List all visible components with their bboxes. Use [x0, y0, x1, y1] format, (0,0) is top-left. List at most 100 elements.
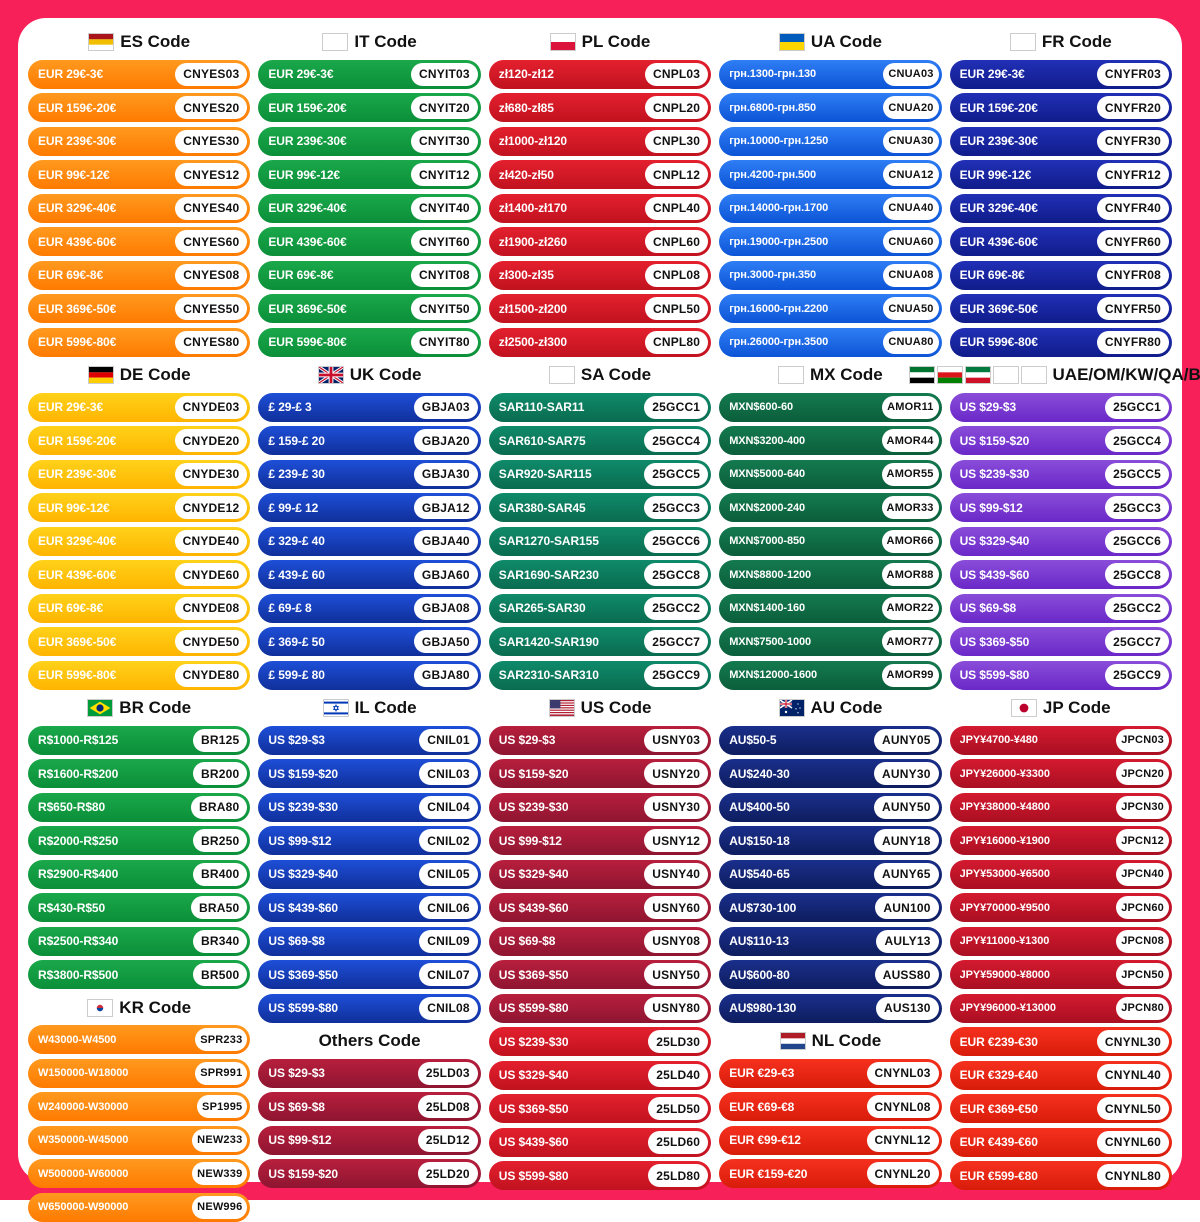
threshold-text: JPY¥53000-¥6500 — [960, 868, 1117, 880]
ua-flag-icon — [779, 33, 805, 51]
promo-code: CNUA03 — [883, 63, 938, 86]
threshold-text: £ 99-£ 12 — [268, 501, 414, 515]
threshold-text: US $239-$30 — [268, 800, 419, 814]
promo-code: CNYES20 — [175, 96, 247, 119]
section-title-text: UAE/OM/KW/QA/BH — [1053, 365, 1200, 385]
promo-code: CNYES30 — [175, 130, 247, 153]
promo-code-row: R$650-R$80BRA80 — [28, 793, 250, 822]
promo-code: 25GCC9 — [1105, 664, 1169, 687]
threshold-text: US $99-$12 — [499, 834, 645, 848]
promo-code: CNPL30 — [645, 130, 708, 153]
promo-code-row: R$2900-R$400BR400 — [28, 860, 250, 889]
flag-group — [87, 999, 113, 1017]
promo-code: JPCN30 — [1116, 796, 1169, 819]
om-flag-icon — [937, 366, 963, 384]
promo-code: USNY03 — [644, 729, 708, 752]
threshold-text: JPY¥16000-¥1900 — [960, 835, 1117, 847]
threshold-text: AU$540-65 — [729, 867, 874, 881]
promo-code-row: US $239-$30CNIL04 — [258, 793, 480, 822]
promo-code-row: R$1000-R$125BR125 — [28, 726, 250, 755]
promo-code-row: JPY¥96000-¥13000JPCN80 — [950, 994, 1172, 1023]
promo-code-row: EUR €239-€30CNYNL30 — [950, 1027, 1172, 1056]
promo-code: GBJA50 — [414, 630, 478, 653]
promo-code: 25GCC4 — [644, 429, 708, 452]
promo-code-row: £ 599-£ 80GBJA80 — [258, 661, 480, 690]
kw-flag-icon — [965, 366, 991, 384]
promo-code: 25LD60 — [648, 1131, 708, 1154]
promo-code: CNPL60 — [645, 230, 708, 253]
promo-code: CNYDE20 — [175, 429, 248, 452]
promo-code: CNYNL12 — [867, 1129, 939, 1152]
section-title-text: Others Code — [319, 1031, 421, 1051]
promo-code: USNY50 — [644, 963, 708, 986]
threshold-text: MXN$8800-1200 — [729, 569, 881, 581]
threshold-text: EUR €329-€40 — [960, 1068, 1097, 1082]
promo-code-row: AU$730-100AUN100 — [719, 893, 941, 922]
section-title: IT Code — [258, 32, 480, 52]
promo-code-row: EUR 439€-60€CNYFR60 — [950, 227, 1172, 256]
promo-code-row: EUR 329€-40€CNYIT40 — [258, 194, 480, 223]
threshold-text: грн.10000-грн.1250 — [729, 135, 883, 147]
promo-code: AMOR44 — [882, 429, 939, 452]
promo-code: GBJA20 — [414, 429, 478, 452]
promo-code: CNYIT08 — [411, 264, 478, 287]
promo-code-row: JPY¥11000-¥1300JPCN08 — [950, 927, 1172, 956]
threshold-text: R$650-R$80 — [38, 800, 191, 814]
section-title-text: US Code — [581, 698, 652, 718]
promo-code: 25GCC8 — [1105, 563, 1169, 586]
threshold-text: W43000-W4500 — [38, 1034, 195, 1046]
threshold-text: US $29-$3 — [268, 1066, 418, 1080]
threshold-text: EUR €239-€30 — [960, 1035, 1097, 1049]
promo-code-row: MXN$5000-640AMOR55 — [719, 460, 941, 489]
promo-code-row: SAR1690-SAR23025GCC8 — [489, 560, 711, 589]
promo-code: CNYES40 — [175, 197, 247, 220]
threshold-text: грн.19000-грн.2500 — [729, 236, 883, 248]
threshold-text: EUR 69€-8€ — [38, 601, 175, 615]
promo-code-row: US $159-$20USNY20 — [489, 759, 711, 788]
threshold-text: R$2500-R$340 — [38, 934, 193, 948]
promo-code-row: W350000-W45000NEW233 — [28, 1126, 250, 1155]
threshold-text: US $599-$80 — [499, 1001, 645, 1015]
promo-code: AMOR55 — [882, 463, 939, 486]
promo-code-row: JPY¥4700-¥480JPCN03 — [950, 726, 1172, 755]
threshold-text: SAR380-SAR45 — [499, 501, 645, 515]
promo-code: CNYES80 — [175, 331, 247, 354]
promo-code-row: £ 329-£ 40GBJA40 — [258, 527, 480, 556]
promo-code-row: US $329-$4025GCC6 — [950, 527, 1172, 556]
nl-flag-icon — [780, 1032, 806, 1050]
promo-code-row: R$1600-R$200BR200 — [28, 759, 250, 788]
threshold-text: AU$240-30 — [729, 767, 874, 781]
threshold-text: US $29-$3 — [499, 733, 645, 747]
promo-code: JPCN50 — [1116, 963, 1169, 986]
threshold-text: £ 239-£ 30 — [268, 467, 414, 481]
promo-code-row: zł300-zł35CNPL08 — [489, 261, 711, 290]
promo-code: GBJA30 — [414, 463, 478, 486]
section-title-text: KR Code — [119, 998, 191, 1018]
promo-code-row: zł120-zł12CNPL03 — [489, 60, 711, 89]
promo-code-row: US $599-$80CNIL08 — [258, 994, 480, 1023]
promo-code-row: SAR110-SAR1125GCC1 — [489, 393, 711, 422]
promo-code-row: SAR610-SAR7525GCC4 — [489, 426, 711, 455]
promo-code: CNIL03 — [419, 762, 478, 785]
threshold-text: SAR2310-SAR310 — [499, 668, 645, 682]
threshold-text: R$1000-R$125 — [38, 733, 193, 747]
promo-code-row: EUR 599€-80€CNYFR80 — [950, 328, 1172, 357]
promo-code: CNPL12 — [645, 163, 708, 186]
threshold-text: US $439-$60 — [499, 1135, 648, 1149]
promo-code: CNYDE80 — [175, 664, 248, 687]
promo-code-row: AU$400-50AUNY50 — [719, 793, 941, 822]
promo-code: 25LD40 — [648, 1064, 708, 1087]
promo-code: 25GCC6 — [644, 530, 708, 553]
promo-code: CNYNL50 — [1097, 1097, 1169, 1120]
threshold-text: SAR610-SAR75 — [499, 434, 645, 448]
flag-group — [1010, 33, 1036, 51]
threshold-text: R$2000-R$250 — [38, 834, 193, 848]
threshold-text: zł1000-zł120 — [499, 134, 645, 148]
promo-code: AUNY05 — [874, 729, 939, 752]
promo-code-row: US $369-$5025GCC7 — [950, 627, 1172, 656]
section-title-text: UA Code — [811, 32, 882, 52]
threshold-text: MXN$1400-160 — [729, 602, 881, 614]
threshold-text: EUR 439€-60€ — [268, 235, 411, 249]
promo-code-row: £ 159-£ 20GBJA20 — [258, 426, 480, 455]
threshold-text: EUR 599€-80€ — [960, 335, 1097, 349]
